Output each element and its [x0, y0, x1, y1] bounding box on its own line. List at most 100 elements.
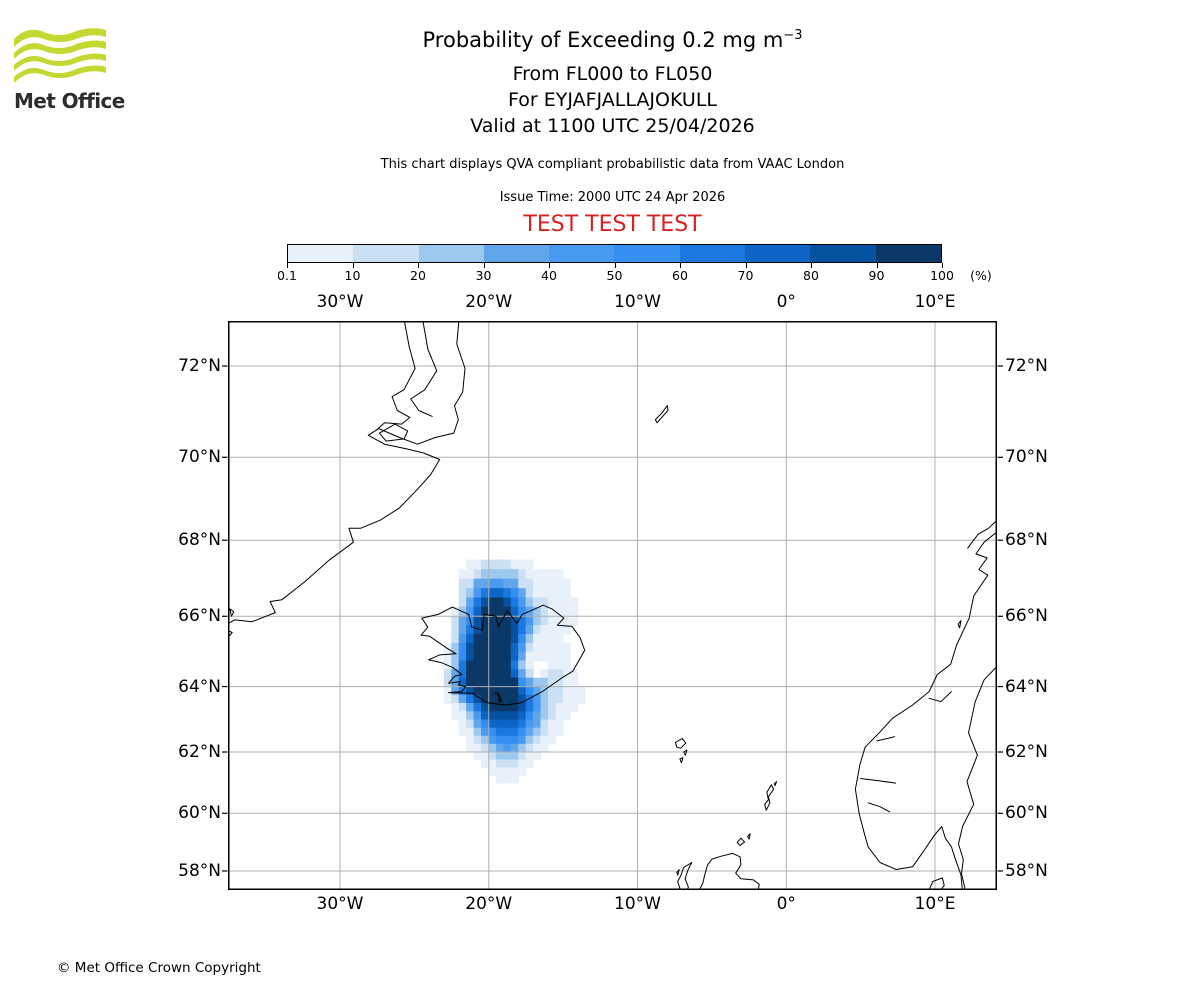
probability-cell [481, 669, 490, 679]
probability-cell [451, 606, 460, 617]
probability-cell [510, 578, 519, 589]
probability-cell [510, 727, 519, 737]
probability-cell [451, 625, 460, 635]
probability-cell [495, 759, 504, 768]
probability-cell [473, 719, 482, 729]
probability-cell [481, 660, 490, 670]
probability-cell [518, 751, 527, 761]
coastline-shetland [764, 784, 775, 811]
probability-cell [503, 694, 512, 704]
probability-cell [473, 642, 482, 653]
probability-cell [510, 703, 519, 712]
probability-cell [503, 578, 512, 589]
probability-cell [503, 751, 512, 761]
probability-cell [525, 669, 534, 679]
colorbar-tick-label: 60 [672, 268, 688, 283]
probability-cell [525, 597, 534, 608]
probability-cell [451, 711, 460, 721]
lon-tick-label-top: 20°W [465, 292, 513, 312]
colorbar-segment [418, 245, 484, 262]
lon-tick-label-bottom: 10°E [914, 894, 956, 914]
probability-cell [495, 642, 504, 653]
probability-cell [570, 703, 579, 712]
colorbar-tick [876, 263, 878, 268]
probability-cell [495, 559, 504, 570]
probability-cell [562, 597, 571, 608]
probability-cell [533, 677, 542, 687]
probability-cell [473, 669, 482, 679]
probability-cells [443, 559, 586, 784]
probability-cell [458, 569, 467, 580]
probability-cell [518, 615, 527, 626]
probability-cell [518, 677, 527, 687]
coastline-trondheimsfjord [928, 691, 952, 703]
probability-cell [458, 588, 467, 599]
colorbar-tick-label: 30 [475, 268, 492, 283]
probability-cell [458, 677, 467, 687]
probability-cell [495, 634, 504, 644]
probability-cell [466, 669, 475, 679]
lat-tick-label-right: 64°N [1005, 676, 1048, 697]
probability-cell [547, 615, 556, 626]
probability-cell [503, 669, 512, 679]
probability-cell [525, 727, 534, 737]
coastline-norway-islet [957, 620, 962, 629]
probability-cell [458, 651, 467, 662]
probability-cell [533, 569, 542, 580]
probability-cell [510, 719, 519, 729]
probability-cell [562, 694, 571, 704]
coastline-lofoten-chain [967, 519, 997, 549]
probability-cell [533, 711, 542, 721]
colorbar-segment [288, 245, 354, 262]
lat-tick-label-left: 66°N [178, 606, 221, 627]
probability-cell [518, 569, 527, 580]
probability-cell [555, 588, 564, 599]
lat-tick-label-right: 70°N [1005, 447, 1048, 468]
probability-cell [562, 660, 571, 670]
probability-cell [562, 615, 571, 626]
colorbar-segment [483, 245, 550, 262]
probability-cell [540, 686, 549, 696]
probability-cell [466, 642, 475, 653]
probability-cell [503, 634, 512, 644]
probability-cell [451, 669, 460, 679]
probability-cell [533, 751, 542, 761]
probability-cell [518, 660, 527, 670]
probability-cell [473, 660, 482, 670]
probability-cell [466, 727, 475, 737]
probability-cell [503, 597, 512, 608]
colorbar-unit-label: (%) [970, 268, 992, 283]
probability-cell [495, 686, 504, 696]
probability-cell [488, 634, 497, 644]
probability-cell [518, 634, 527, 644]
probability-cell [518, 711, 527, 721]
probability-cell [555, 660, 564, 670]
coastline-faroe-islet-1 [683, 749, 688, 756]
lat-tick-label-right: 72°N [1005, 356, 1048, 376]
probability-cell [547, 625, 556, 635]
valid-time-line: Valid at 1100 UTC 25/04/2026 [470, 115, 755, 137]
probability-cell [443, 651, 452, 662]
probability-cell [555, 727, 564, 737]
probability-cell [525, 634, 534, 644]
probability-cell [510, 759, 519, 768]
probability-cell [525, 625, 534, 635]
probability-cell [451, 660, 460, 670]
probability-cell [555, 642, 564, 653]
chart-title-exponent: −3 [783, 28, 803, 43]
probability-cell [518, 694, 527, 704]
colorbar-tick-label: 90 [868, 268, 885, 283]
probability-cell [533, 642, 542, 653]
probability-cell [518, 559, 527, 570]
probability-cell [481, 642, 490, 653]
chart-title-text: Probability of Exceeding 0.2 mg m [422, 28, 784, 52]
colorbar-tick-label: 50 [606, 268, 623, 283]
probability-cell [533, 625, 542, 635]
probability-cell [525, 743, 534, 753]
probability-cell [570, 597, 579, 608]
probability-cell [488, 727, 497, 737]
colorbar-tick-label: 10 [344, 268, 361, 283]
probability-cell [547, 727, 556, 737]
probability-cell [562, 669, 571, 679]
probability-cell [466, 694, 475, 704]
